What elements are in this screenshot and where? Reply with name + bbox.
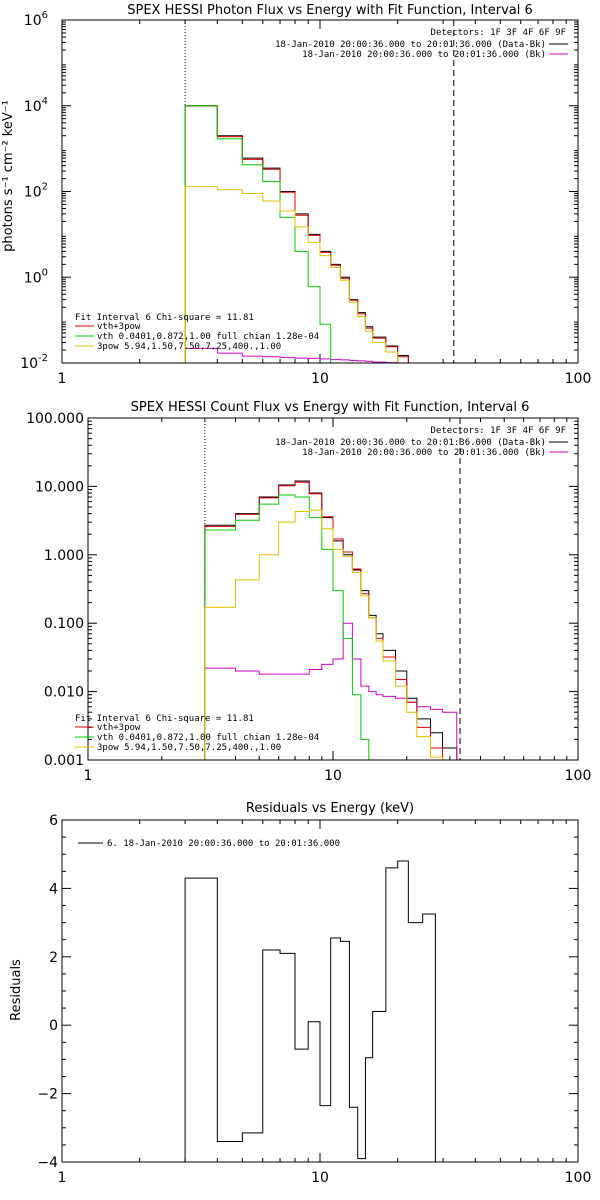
residuals-panel: Residuals vs Energy (keV) Residuals 1 10 1… — [9, 801, 591, 1186]
photon-y-axis-label: photons s⁻¹ cm⁻² keV⁻¹ — [1, 100, 16, 252]
x-tick-label: 10 — [324, 768, 342, 784]
x-tick-label: 1 — [58, 1170, 67, 1186]
count-legend-total: vth+3pow — [97, 723, 141, 733]
y-tick-label: 10-2 — [20, 353, 48, 372]
residuals-plot-frame — [61, 819, 579, 1163]
residuals-axis-ticks: 1 10 100 −4 −2 0 2 4 6 — [37, 813, 591, 1186]
photon-title: SPEX HESSI Photon Flux vs Energy with Fi… — [127, 3, 533, 18]
series-data — [184, 105, 409, 363]
y-tick-label: 100 — [24, 267, 48, 286]
count-energy-range-markers — [204, 418, 461, 760]
x-tick-label: 10 — [311, 371, 329, 387]
y-tick-label: 106 — [24, 10, 48, 29]
y-tick-label: 0.010 — [44, 685, 84, 701]
photon-legend-fit-interval: Fit Interval 6 Chi-square = 11.81 — [75, 313, 254, 323]
photon-legend-data: 18-Jan-2010 20:00:36.000 to 20:01:36.000… — [275, 40, 546, 50]
series-3pow — [204, 509, 457, 761]
y-tick-label: 2 — [49, 950, 58, 966]
x-tick-label: 100 — [565, 768, 592, 784]
y-tick-label: 1.000 — [44, 548, 84, 564]
count-flux-panel: SPEX HESSI Count Flux vs Energy with Fit… — [26, 400, 591, 784]
residuals-legend: 6. 18-Jan-2010 20:00:36.000 to 20:01:36.… — [78, 839, 340, 849]
residuals-y-axis-label: Residuals — [9, 959, 24, 1021]
y-tick-label: 10.000 — [35, 479, 84, 495]
photon-legend-detectors: Detectors: 1F 3F 4F 6F 9F — [431, 28, 566, 38]
y-tick-label: −4 — [37, 1155, 58, 1171]
count-legend-3pow: 3pow 5.94,1.50,7.50,7.25,400.,1.00 — [97, 743, 281, 753]
y-tick-label: 100.000 — [26, 411, 84, 427]
count-fit-legend: Fit Interval 6 Chi-square = 11.81 vth+3p… — [75, 714, 319, 753]
series-3pow — [184, 186, 399, 363]
count-detector-legend: Detectors: 1F 3F 4F 6F 9F 18-Jan-2010 20… — [275, 426, 568, 458]
photon-legend-vth: vth 0.0401,0.872,1.00 full chian 1.28e-0… — [97, 332, 319, 342]
x-tick-label: 10 — [311, 1170, 329, 1186]
x-tick-label: 100 — [565, 1170, 592, 1186]
series-resid — [184, 860, 436, 1162]
y-tick-label: 4 — [49, 881, 58, 897]
residuals-title: Residuals vs Energy (keV) — [246, 801, 414, 816]
y-tick-label: −2 — [37, 1087, 58, 1103]
count-axis-ticks: 1 10 100 0.001 0.010 0.100 1.000 10.000 100.000 — [26, 411, 591, 784]
x-tick-label: 100 — [565, 371, 592, 387]
photon-series — [184, 105, 451, 364]
photon-detector-legend: Detectors: 1F 3F 4F 6F 9F 18-Jan-2010 20… — [275, 28, 568, 60]
count-legend-fit-interval: Fit Interval 6 Chi-square = 11.81 — [75, 714, 254, 724]
y-tick-label: 104 — [24, 96, 48, 115]
photon-energy-range-markers — [184, 20, 455, 363]
photon-legend-bk: 18-Jan-2010 20:00:36.000 to 20:01:36.000… — [302, 50, 546, 60]
y-tick-label: 0 — [49, 1018, 58, 1034]
count-series — [204, 480, 458, 761]
y-tick-label: 0.100 — [44, 616, 84, 632]
y-tick-label: 6 — [49, 813, 58, 829]
residuals-legend-interval: 6. 18-Jan-2010 20:00:36.000 to 20:01:36.… — [107, 839, 340, 849]
count-title: SPEX HESSI Count Flux vs Energy with Fit… — [131, 400, 530, 415]
series-vth — [184, 105, 341, 364]
photon-legend-3pow: 3pow 5.94,1.50,7.50,7.25,400.,1.00 — [97, 342, 281, 352]
count-legend-bk: 18-Jan-2010 20:00:36.000 to 20:01:36.000… — [302, 448, 546, 458]
photon-flux-panel: SPEX HESSI Photon Flux vs Energy with Fi… — [1, 3, 591, 387]
photon-plot-frame — [61, 19, 579, 364]
photon-fit-legend: Fit Interval 6 Chi-square = 11.81 vth+3p… — [75, 313, 319, 352]
x-tick-label: 1 — [58, 371, 67, 387]
series-vth3pow — [184, 105, 409, 363]
count-legend-data: 18-Jan-2010 20:00:36.000 to 20:01:36.000… — [275, 438, 546, 448]
photon-legend-total: vth+3pow — [97, 322, 141, 332]
y-tick-label: 0.001 — [44, 753, 84, 769]
count-plot-frame — [87, 417, 579, 761]
x-tick-label: 1 — [84, 768, 93, 784]
y-tick-label: 102 — [24, 182, 48, 201]
count-legend-vth: vth 0.0401,0.872,1.00 full chian 1.28e-0… — [97, 733, 319, 743]
residuals-series — [184, 860, 436, 1162]
count-legend-detectors: Detectors: 1F 3F 4F 6F 9F — [431, 426, 566, 436]
